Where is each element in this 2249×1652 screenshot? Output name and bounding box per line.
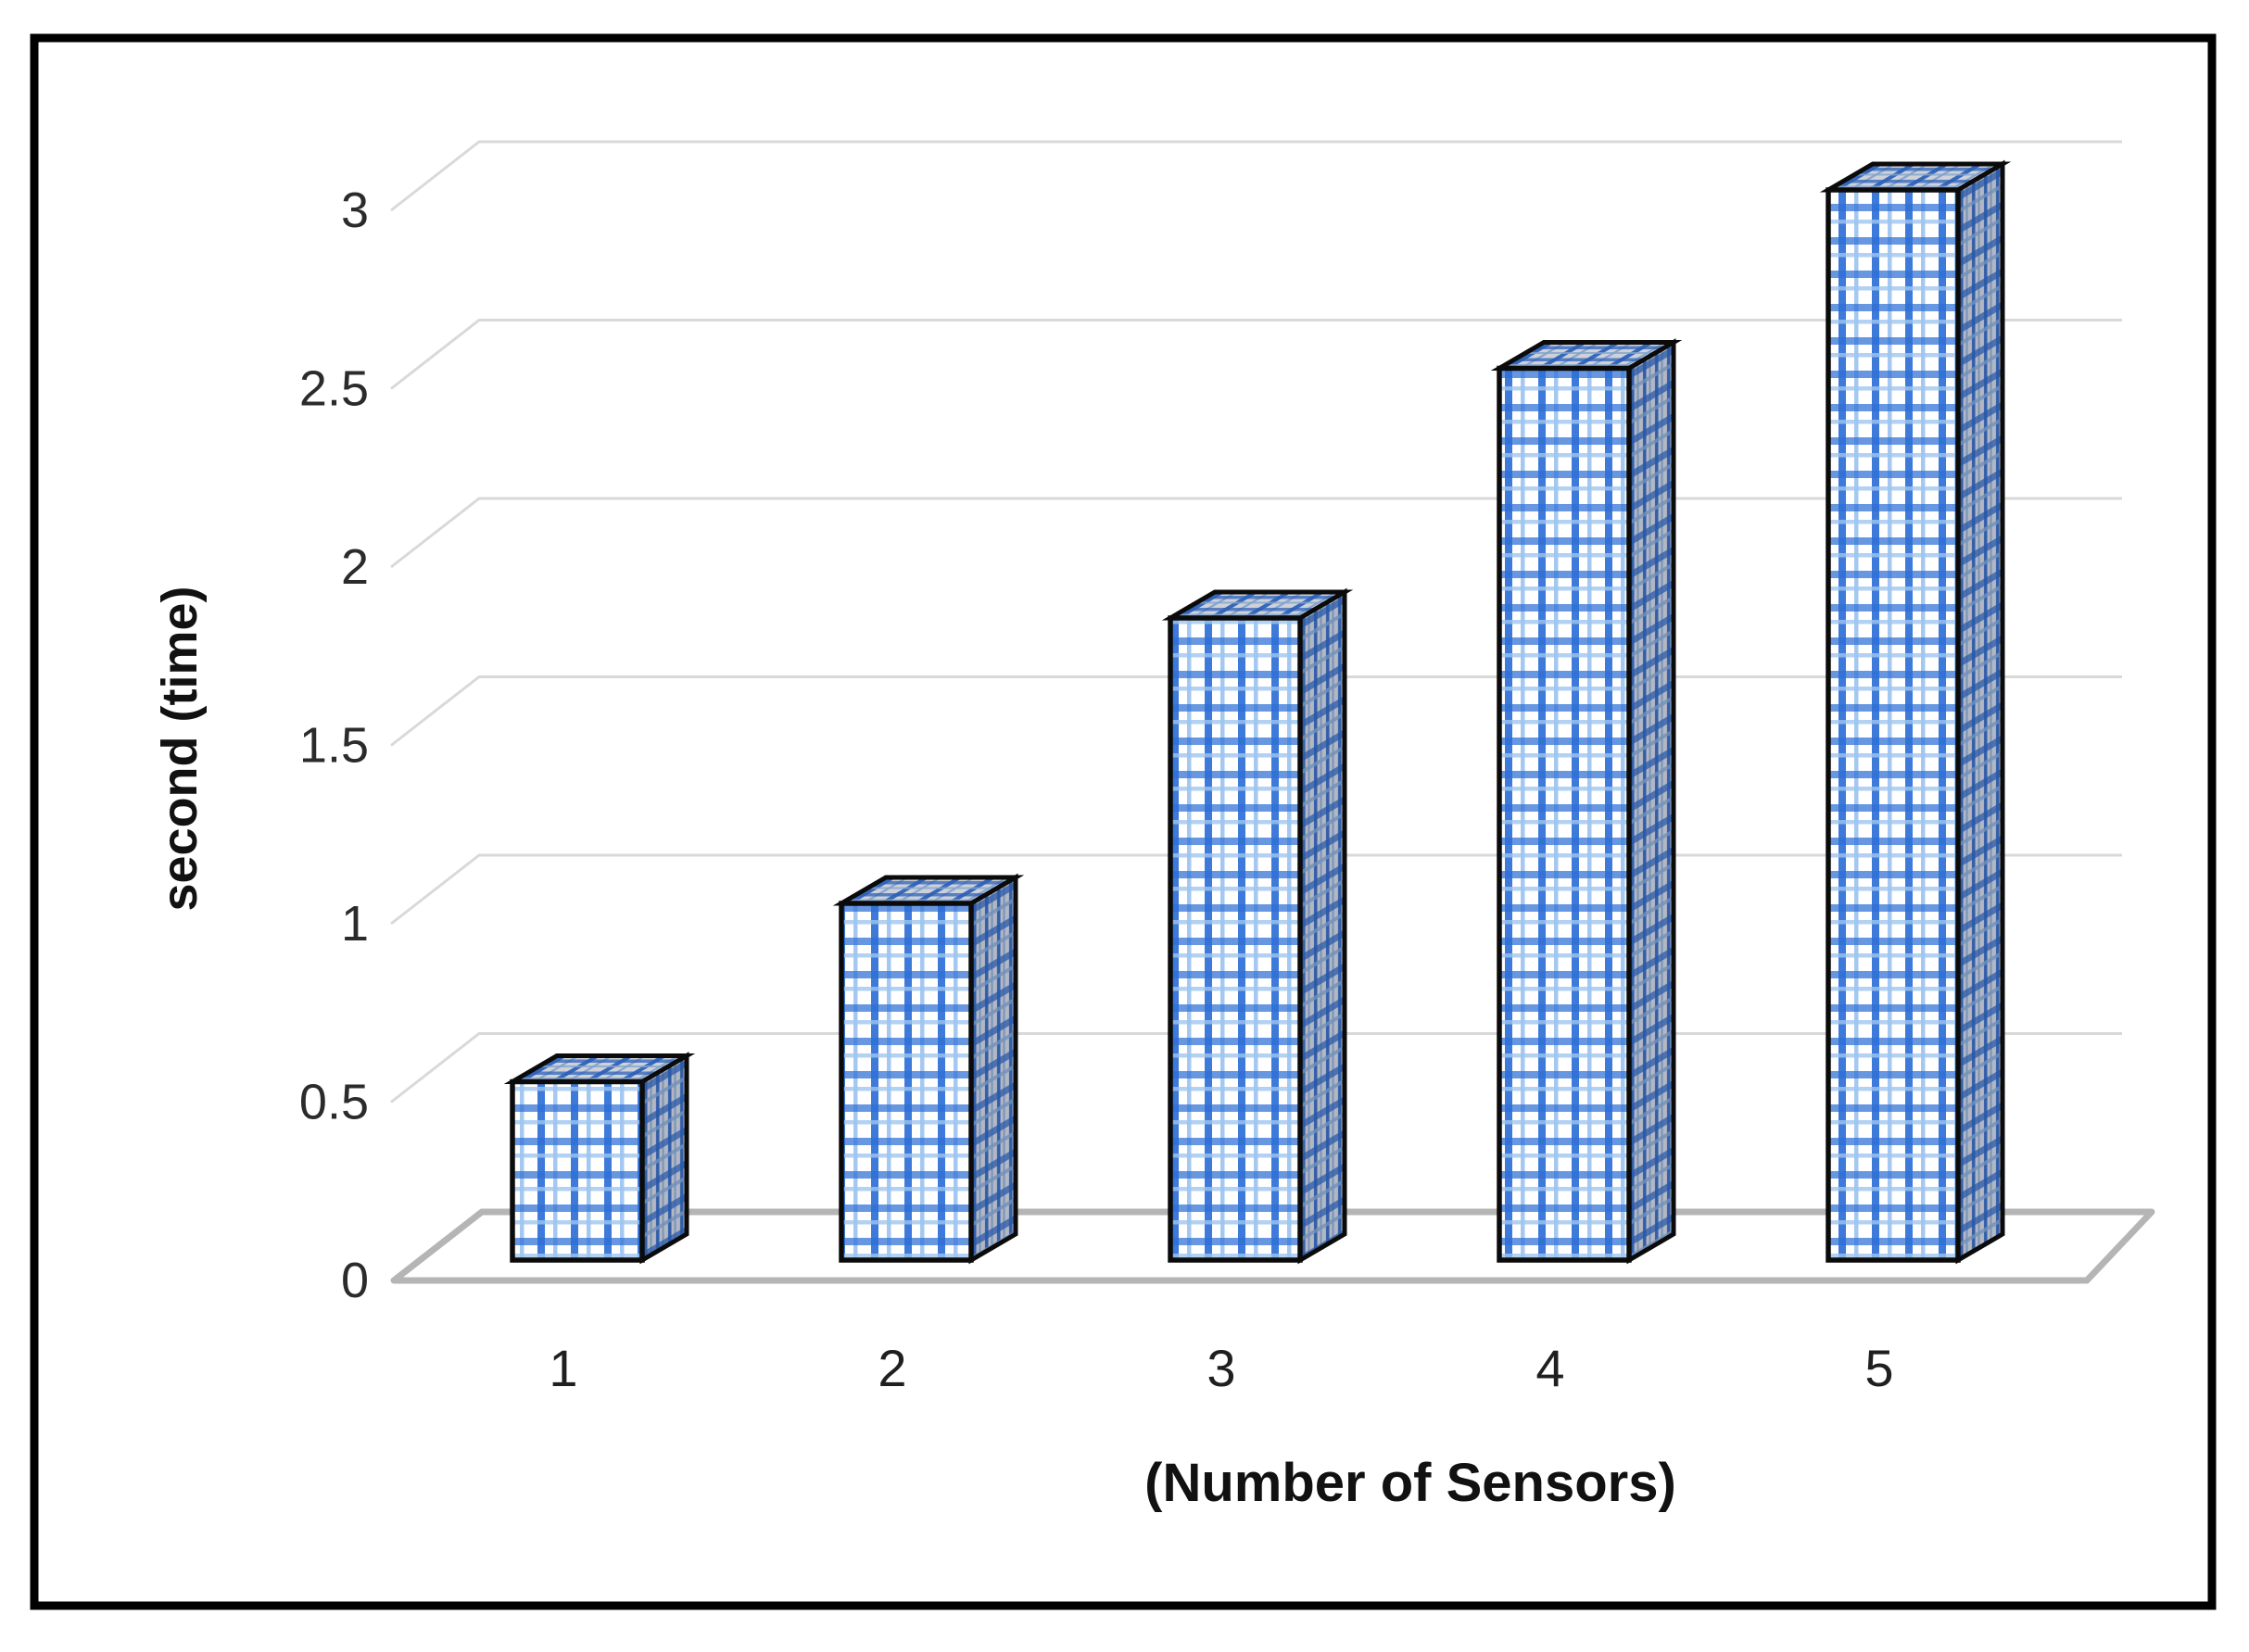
floor-outline [390, 1208, 2155, 1284]
bar-column-3 [1170, 592, 1345, 1260]
bar-front-face [1497, 365, 1632, 1263]
bar-top-pattern [1499, 342, 1674, 369]
y-tick-label: 0.5 [299, 1075, 369, 1130]
bar-side-face [971, 877, 1016, 1260]
bar-column-5 [1828, 164, 2003, 1260]
y-axis-title: second (time) [152, 586, 208, 911]
bar-top-face [841, 877, 1016, 903]
gridlines [390, 140, 2122, 1103]
bar-side-face [1629, 343, 1674, 1260]
x-category-label: 3 [1207, 1339, 1235, 1397]
bar-column-2 [841, 877, 1016, 1260]
bar-side-pattern [971, 877, 1016, 1260]
bar-top-pattern [1170, 592, 1346, 618]
figure-border [30, 33, 2217, 1610]
bar-side-shade [971, 877, 1016, 1260]
bar-side-pattern [642, 1055, 687, 1260]
bar-side-shade [642, 1056, 687, 1260]
x-category-label: 2 [878, 1339, 906, 1397]
bar-top-face [1828, 164, 2003, 190]
bar-top-pattern [512, 1055, 688, 1082]
y-tick-labels: 3 2.5 2 1.5 1 0.5 0 [299, 183, 369, 1308]
bar-side-pattern [1300, 592, 1345, 1260]
x-category-label: 5 [1864, 1339, 1893, 1397]
bar-front-face [510, 1078, 645, 1263]
y-tick-label: 2.5 [299, 361, 369, 417]
plot-floor [390, 1208, 2155, 1284]
bar-side-shade [1300, 592, 1345, 1260]
bar-side-face [642, 1056, 687, 1260]
bar-top-pattern [841, 877, 1017, 903]
gridline [390, 140, 2122, 212]
bar-side-pattern [1629, 342, 1674, 1260]
x-category-label: 4 [1535, 1339, 1564, 1397]
y-tick-label: 1 [341, 896, 369, 952]
bar-front-face [1826, 187, 1961, 1263]
y-tick-label: 3 [341, 183, 369, 238]
bar-top-face [512, 1056, 687, 1082]
x-category-labels: 1 2 3 4 5 [549, 1339, 1893, 1397]
y-tick-label: 0 [341, 1253, 369, 1308]
x-category-label: 1 [549, 1339, 577, 1397]
bar-side-face [1958, 164, 2003, 1260]
bar-top-pattern [1828, 164, 2003, 190]
y-tick-label: 2 [341, 539, 369, 595]
bar-side-pattern [1958, 164, 2003, 1260]
bar-column-4 [1499, 343, 1674, 1261]
bar-front-face [839, 901, 974, 1263]
bars [512, 164, 2003, 1260]
gridline [390, 319, 2122, 390]
bar-side-shade [1629, 343, 1674, 1260]
bar-side-face [1300, 592, 1345, 1260]
bar-front-face [1168, 615, 1303, 1263]
bar-column-1 [512, 1056, 687, 1261]
x-axis-title: (Number of Sensors) [1144, 1453, 1676, 1513]
bar-side-shade [1958, 164, 2003, 1260]
y-tick-label: 1.5 [299, 718, 369, 774]
